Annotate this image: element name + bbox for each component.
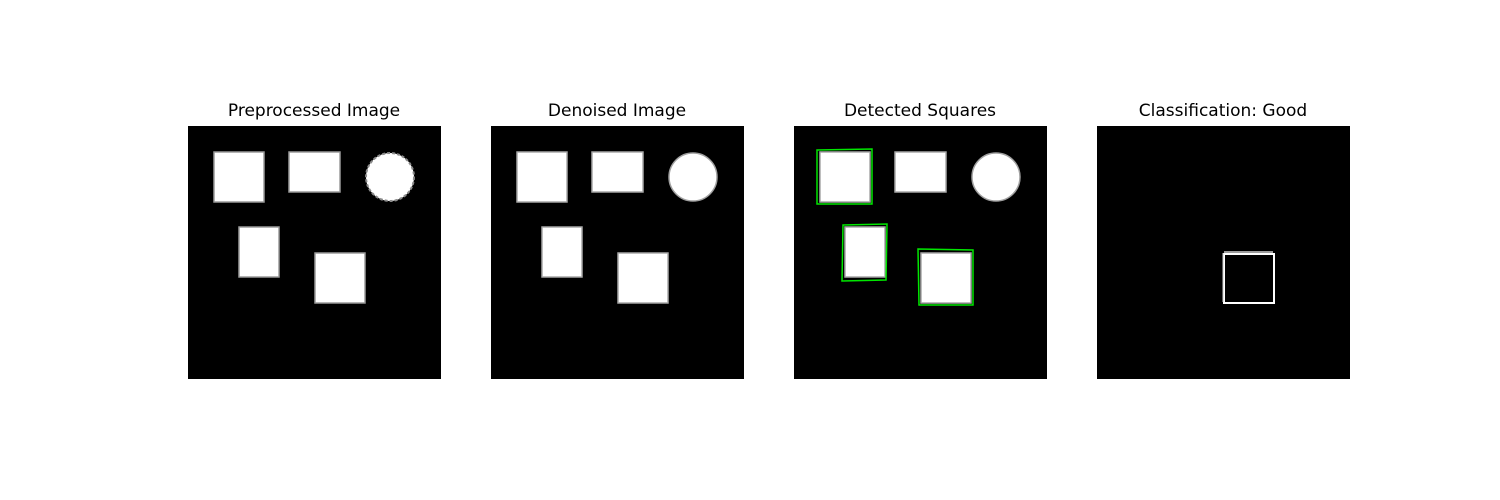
square-shape (819, 151, 871, 203)
rectangle-shape (894, 151, 947, 193)
classification-image (1097, 126, 1350, 379)
image-background (1097, 126, 1350, 379)
rectangle-shape (844, 226, 886, 278)
panel-title-preprocessed: Preprocessed Image (227, 101, 401, 121)
detected-squares-image (794, 126, 1047, 379)
square-shape (314, 252, 366, 304)
detection-box (917, 248, 974, 306)
square-shape (213, 151, 265, 203)
detection-box (816, 148, 873, 205)
rectangle-shape (288, 151, 341, 193)
square-shape (516, 151, 568, 203)
square-shape (920, 252, 972, 304)
denoised-image (491, 126, 744, 379)
panel-title-detected: Detected Squares (843, 101, 997, 121)
classified-square-outline (1223, 253, 1275, 304)
rectangle-shape (591, 151, 644, 193)
preprocessed-image (188, 126, 441, 379)
panel-title-classification: Classification: Good (1138, 101, 1308, 121)
rectangle-shape (238, 226, 280, 278)
detection-box (841, 223, 888, 282)
rectangle-shape (541, 226, 583, 278)
panel-title-denoised: Denoised Image (547, 101, 687, 121)
circle-shape (365, 152, 415, 202)
circle-shape (668, 152, 718, 202)
circle-shape (971, 152, 1021, 202)
square-shape (617, 252, 669, 304)
